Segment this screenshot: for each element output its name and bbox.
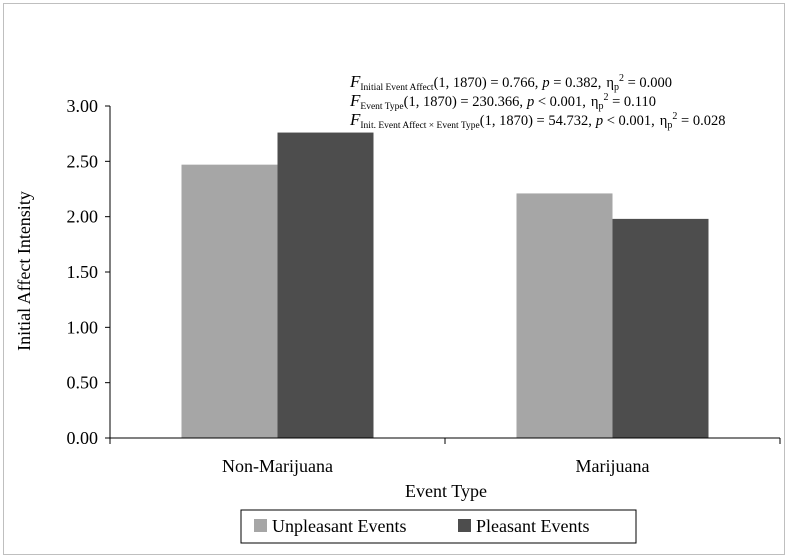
y-tick-label: 3.00 (67, 96, 99, 116)
y-axis-title: Initial Affect Intensity (14, 191, 34, 351)
stats-line-3-p-value: < 0.001, (603, 113, 655, 129)
stats-line-3-eta-value: = 0.028 (677, 113, 725, 129)
y-tick-label: 1.50 (67, 262, 99, 282)
stats-line-2-eta: η (591, 94, 599, 110)
y-tick-label: 1.00 (67, 317, 99, 337)
stats-line-1-eta-value: = 0.000 (624, 75, 672, 91)
x-tick-label: Marijuana (576, 456, 650, 476)
plot-area: 0.00 0.50 1.00 1.50 2.00 2.50 3.00 Non-Marijuan… (67, 96, 781, 476)
stats-line-1-eta-sub: p (614, 82, 619, 93)
bar-unpleasant-1 (516, 193, 613, 438)
bar-pleasant-0 (277, 132, 374, 438)
stats-line-1: FInitial Event Affect(1, 1870) = 0.766, p… (349, 72, 672, 93)
legend-swatch-pleasant (458, 519, 471, 532)
stats-line-1-subscript: Initial Event Affect (360, 82, 434, 93)
stats-line-1-p: p (541, 75, 549, 91)
stats-line-3-f: F (349, 110, 361, 129)
stats-line-3-subscript: Init. Event Affect × Event Type (360, 120, 479, 131)
stats-line-1-eta-sup: 2 (619, 73, 624, 84)
bar-pleasant-1 (612, 218, 709, 438)
stats-line-1-eta: η (606, 75, 614, 91)
stats-line-2-f: F (349, 91, 361, 110)
stats-line-3-p: p (595, 113, 603, 129)
stats-line-1-test: (1, 1870) = 0.766, (434, 75, 539, 91)
legend-box (240, 509, 637, 544)
stats-line-2-test: (1, 1870) = 230.366, (404, 94, 523, 110)
stats-line-2-p-value: < 0.001, (534, 94, 586, 110)
stats-line-3-eta-sup: 2 (672, 111, 677, 122)
legend-swatch-unpleasant (254, 519, 267, 532)
stats-line-1-p-value: = 0.382, (550, 75, 602, 91)
stats-line-2-subscript: Event Type (360, 102, 403, 112)
legend-label-pleasant: Pleasant Events (476, 516, 589, 536)
y-tick-label: 2.00 (67, 207, 99, 227)
bar-unpleasant-0 (181, 164, 278, 439)
y-tick-label: 0.00 (67, 428, 99, 448)
y-tick-label: 0.50 (67, 373, 99, 393)
x-axis-title: Event Type (405, 481, 487, 501)
stats-line-3: FInit. Event Affect × Event Type(1, 1870… (349, 110, 725, 131)
legend-label-unpleasant: Unpleasant Events (272, 516, 406, 536)
stats-annotations: FInitial Event Affect(1, 1870) = 0.766, p… (349, 72, 725, 131)
stats-line-2-eta-value: = 0.110 (608, 94, 656, 110)
stats-line-2-eta-sup: 2 (603, 92, 608, 103)
stats-line-3-eta-sub: p (667, 120, 672, 131)
stats-line-3-test: (1, 1870) = 54.732, (480, 113, 592, 129)
stats-line-2-p: p (526, 94, 534, 110)
y-tick-label: 2.50 (67, 151, 99, 171)
legend: Unpleasant Events Pleasant Events (240, 509, 637, 544)
stats-line-2-eta-sub: p (598, 101, 603, 112)
stats-line-3-eta: η (660, 113, 668, 129)
stats-line-2: FEvent Type(1, 1870) = 230.366, p < 0.001… (349, 91, 656, 112)
x-tick-label: Non-Marijuana (222, 456, 333, 476)
stats-line-1-f: F (349, 72, 361, 91)
